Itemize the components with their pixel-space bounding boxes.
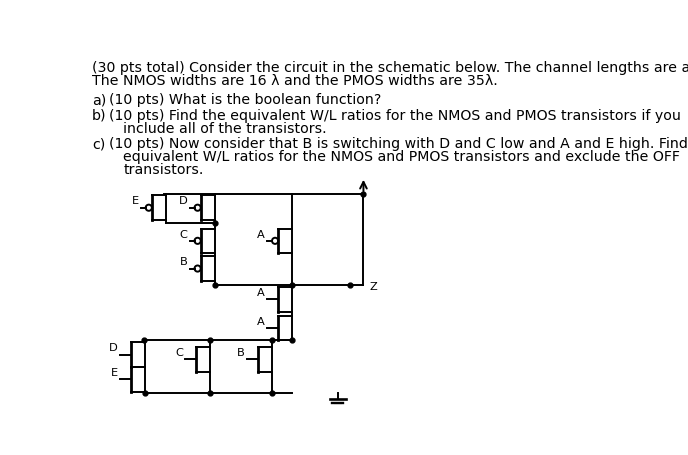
Text: b): b)	[92, 108, 107, 122]
Text: D: D	[109, 343, 118, 353]
Text: C: C	[180, 229, 188, 239]
Text: The NMOS widths are 16 λ and the PMOS widths are 35λ.: The NMOS widths are 16 λ and the PMOS wi…	[92, 74, 498, 88]
Text: a): a)	[92, 93, 107, 107]
Text: E: E	[111, 367, 118, 377]
Text: equivalent W/L ratios for the NMOS and PMOS transistors and exclude the OFF: equivalent W/L ratios for the NMOS and P…	[123, 150, 680, 164]
Text: transistors.: transistors.	[123, 163, 204, 177]
Text: (10 pts) What is the boolean function?: (10 pts) What is the boolean function?	[109, 93, 382, 107]
Text: (30 pts total) Consider the circuit in the schematic below. The channel lengths : (30 pts total) Consider the circuit in t…	[92, 61, 688, 75]
Text: A: A	[257, 288, 265, 298]
Text: (10 pts) Find the equivalent W/L ratios for the NMOS and PMOS transistors if you: (10 pts) Find the equivalent W/L ratios …	[109, 108, 681, 122]
Text: Z: Z	[369, 282, 378, 292]
Text: D: D	[179, 196, 188, 206]
Text: A: A	[257, 316, 265, 326]
Text: C: C	[175, 347, 183, 357]
Text: A: A	[257, 229, 265, 239]
Text: B: B	[237, 347, 245, 357]
Text: include all of the transistors.: include all of the transistors.	[123, 121, 327, 136]
Text: c): c)	[92, 137, 105, 151]
Text: (10 pts) Now consider that B is switching with D and C low and A and E high. Fin: (10 pts) Now consider that B is switchin…	[109, 137, 688, 151]
Text: B: B	[180, 257, 188, 267]
Text: E: E	[131, 196, 139, 206]
